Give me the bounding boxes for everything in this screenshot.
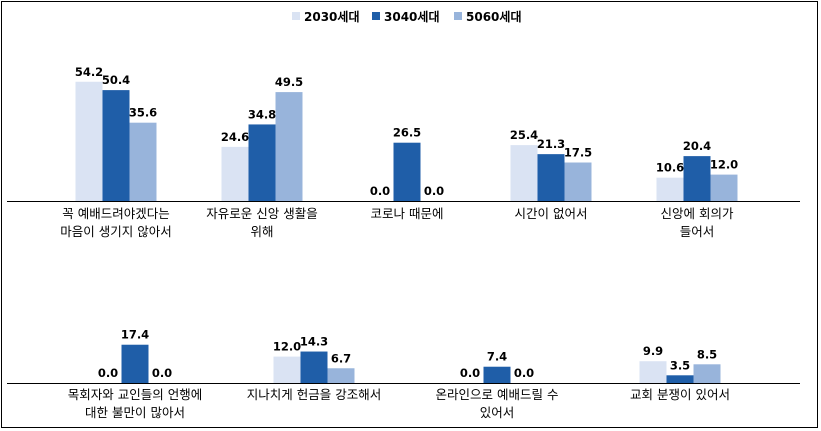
data-label: 0.0 <box>98 366 118 380</box>
category-label: 꼭 예배드려야겠다는 <box>62 206 169 221</box>
bar <box>666 375 694 383</box>
bar <box>273 356 301 383</box>
data-label: 0.0 <box>424 184 444 198</box>
legend: 2030세대 3040세대 5060세대 <box>292 9 521 24</box>
category-label: 신앙에 회의가 <box>661 206 734 221</box>
data-label: 20.4 <box>683 139 711 153</box>
data-label: 54.2 <box>75 65 103 79</box>
category-label: 온라인으로 예배드릴 수 <box>436 387 559 402</box>
data-label: 9.9 <box>643 344 663 358</box>
data-label: 8.5 <box>697 347 717 361</box>
bar <box>393 142 421 201</box>
category-group: 25.421.317.5 시간이 없어서 <box>510 128 592 221</box>
data-label: 24.6 <box>221 130 249 144</box>
bar <box>510 145 538 201</box>
data-label: 7.4 <box>487 350 507 364</box>
category-label: 코로나 때문에 <box>371 206 444 221</box>
data-label: 14.3 <box>300 335 328 349</box>
legend-label-1: 2030세대 <box>304 9 359 24</box>
data-label: 0.0 <box>152 366 172 380</box>
category-label: 시간이 없어서 <box>515 206 588 221</box>
data-label: 17.5 <box>564 146 592 160</box>
bar <box>683 156 711 201</box>
legend-swatch-1 <box>292 12 300 20</box>
bar <box>483 366 511 383</box>
bar <box>693 364 721 383</box>
legend-label-3: 5060세대 <box>466 9 521 24</box>
data-label: 3.5 <box>670 358 690 372</box>
bar <box>537 154 565 201</box>
category-label: 교회 분쟁이 있어서 <box>630 387 730 402</box>
data-label: 21.3 <box>537 137 565 151</box>
bar <box>300 351 328 383</box>
category-label: 마음이 생기지 않아서 <box>60 224 171 239</box>
data-label: 25.4 <box>510 128 538 142</box>
data-label: 10.6 <box>656 161 684 175</box>
bar <box>102 90 130 201</box>
data-label: 6.7 <box>331 351 351 365</box>
bar <box>327 368 355 383</box>
category-group: 0.0 26.5 0.0 코로나 때문에 <box>370 126 444 221</box>
category-label: 대한 불만이 많아서 <box>85 405 185 420</box>
bar <box>275 92 303 201</box>
category-label: 목회자와 교인들의 언행에 <box>68 387 202 402</box>
bar <box>121 344 149 383</box>
data-label: 0.0 <box>370 184 390 198</box>
legend-label-2: 3040세대 <box>384 9 439 24</box>
legend-swatch-3 <box>454 12 462 20</box>
bar <box>248 124 276 201</box>
bar <box>639 361 667 383</box>
bar <box>710 174 738 201</box>
legend-swatch-2 <box>372 12 380 20</box>
category-group: 12.014.36.7 지나치게 헌금을 강조해서 <box>247 335 381 402</box>
data-label: 34.8 <box>248 107 276 121</box>
category-label: 자유로운 신앙 생활을 <box>206 206 317 221</box>
data-label: 50.4 <box>102 73 130 87</box>
data-label: 12.0 <box>710 158 738 172</box>
bar <box>564 162 592 201</box>
category-group: 9.9 3.5 8.5 교회 분쟁이 있어서 <box>630 344 730 402</box>
data-label: 0.0 <box>460 366 480 380</box>
category-label: 지나치게 헌금을 강조해서 <box>247 387 381 402</box>
bar <box>221 146 249 201</box>
category-label: 있어서 <box>480 405 515 420</box>
category-label: 들어서 <box>680 224 715 239</box>
data-label: 12.0 <box>273 340 301 354</box>
data-label: 49.5 <box>275 75 303 89</box>
data-label: 26.5 <box>393 126 421 140</box>
bar <box>129 122 157 201</box>
data-label: 17.4 <box>121 328 149 342</box>
data-label: 0.0 <box>514 366 534 380</box>
category-label: 위해 <box>250 224 273 239</box>
bar <box>75 81 103 201</box>
bar <box>656 177 684 201</box>
data-label: 35.6 <box>129 106 157 120</box>
